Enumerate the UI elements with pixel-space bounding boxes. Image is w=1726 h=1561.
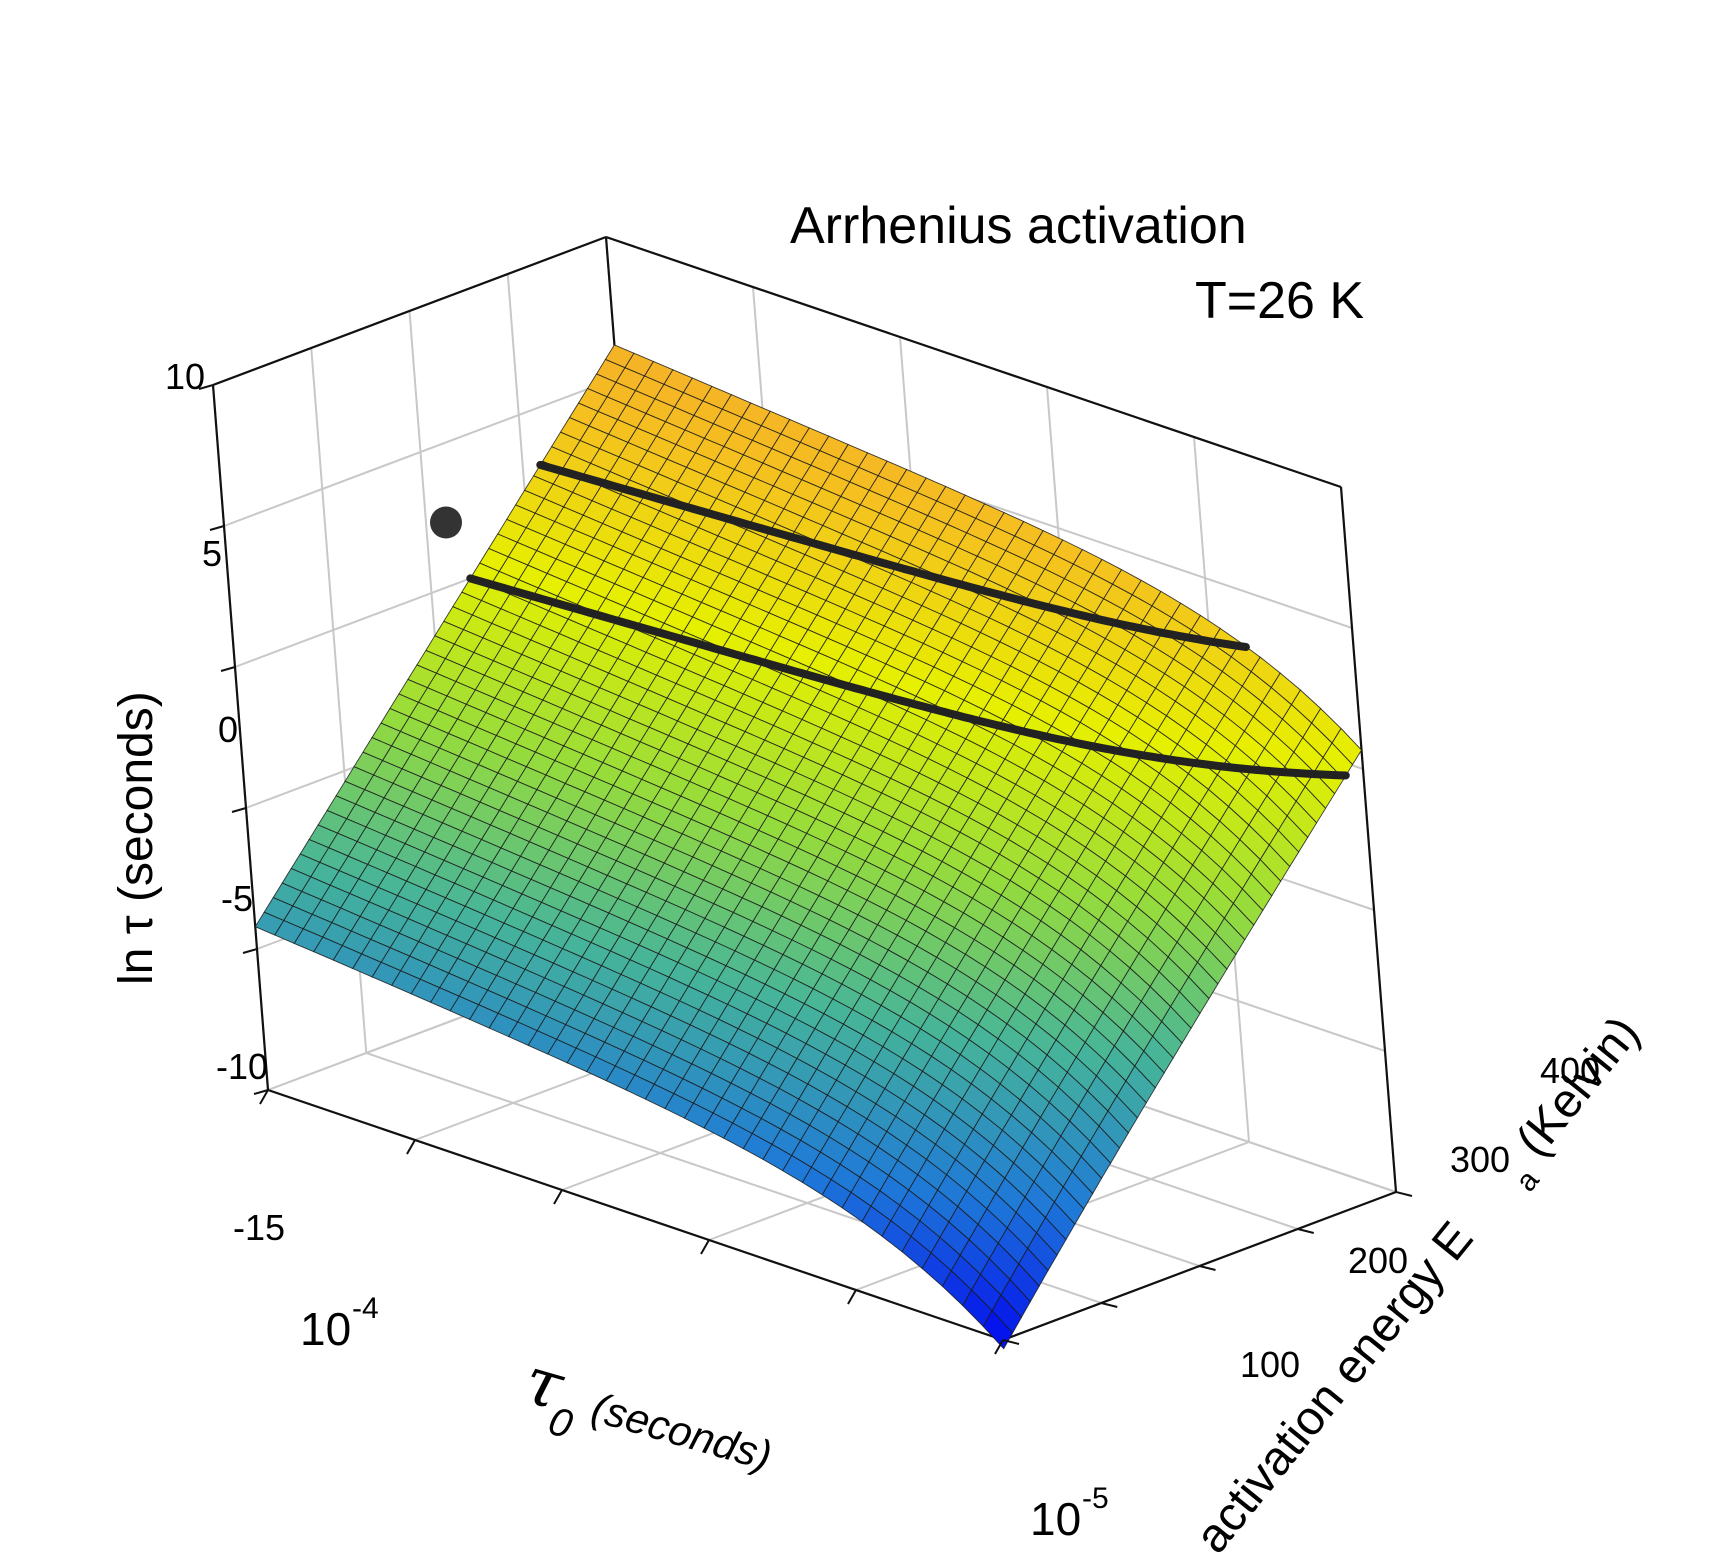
contour-line [536,460,1250,651]
x-tick [700,1239,710,1255]
surface-mesh [254,344,1363,1350]
x-tick [259,1089,269,1105]
y-tick-label: 300 [1450,1139,1510,1180]
contour-lines [466,460,1350,780]
z-tick [220,666,236,672]
y-tick [1395,1191,1413,1197]
z-tick-label: -10 [216,1046,268,1087]
gridline [223,377,618,527]
x-tick [406,1139,416,1155]
y-axis-label-subscript: a [1509,1164,1545,1198]
axis-edge [1339,486,1398,1193]
y-tick [1002,1339,1020,1345]
x-tick-label-exponent: -4 [352,1292,379,1325]
x-tick-label: 10 -4 [300,1292,379,1355]
axis-edge [267,1088,1004,1342]
y-tick [1199,1265,1216,1271]
z-tick-label: 0 [218,709,238,750]
x-axis-label-unit: (seconds) [587,1383,777,1479]
x-tick-label: 10 -5 [1030,1482,1109,1545]
axis-edge [605,235,1342,489]
y-axis-label-main: activation energy E [1185,1212,1483,1561]
tick-marks [198,384,1413,1355]
z-tick-label: -15 [233,1207,285,1248]
marker-dot [430,506,462,539]
y-tick [1297,1228,1314,1234]
x-tick [847,1289,857,1305]
z-tick [209,525,225,531]
x-tick [994,1339,1004,1355]
x-axis-label: τ 0 (seconds) [516,1341,777,1479]
surface-cell [254,911,285,936]
z-tick-label: 10 [165,356,205,397]
x-tick-label-base: 10 [300,1303,351,1355]
z-tick-label: 5 [202,533,222,574]
axis-edge [211,384,270,1091]
data-marker [430,506,462,539]
x-tick-label-exponent: -5 [1082,1482,1109,1515]
z-tick [231,807,247,813]
y-tick-label: 200 [1348,1240,1408,1281]
temperature-annotation: T=26 K [1195,272,1364,330]
x-tick [553,1189,563,1205]
y-tick-label: 400 [1540,1050,1600,1091]
z-tick-label: -5 [221,878,253,919]
z-axis-label: ln τ (seconds) [110,691,163,985]
chart-title: Arrhenius activation [790,197,1247,255]
z-tick [242,948,258,954]
axis-edge [212,235,607,387]
contour-line [466,574,1350,780]
y-tick [1101,1302,1118,1308]
y-tick-label: 100 [1240,1344,1300,1385]
z-tick [253,1089,269,1095]
x-tick-label-base: 10 [1030,1493,1081,1545]
z-tick [198,384,214,390]
